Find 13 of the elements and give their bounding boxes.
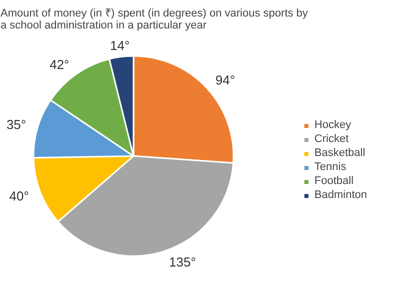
legend-label: Tennis — [314, 161, 346, 173]
data-label: 40° — [9, 188, 29, 204]
data-label: 135° — [169, 254, 196, 270]
legend-label: Hockey — [314, 119, 352, 131]
legend-label: Basketball — [314, 147, 366, 159]
chart-title: Amount of money (in ₹) spent (in degrees) on various sports by a school administration in a particular year — [0, 8, 308, 32]
data-label: 42° — [50, 57, 70, 72]
legend-label: Football — [314, 175, 354, 187]
legend-label: Cricket — [314, 133, 349, 145]
data-label: 14° — [110, 38, 130, 53]
data-label: 35° — [6, 116, 26, 132]
legend-label: Badminton — [314, 189, 367, 201]
data-label: 94° — [215, 72, 236, 88]
